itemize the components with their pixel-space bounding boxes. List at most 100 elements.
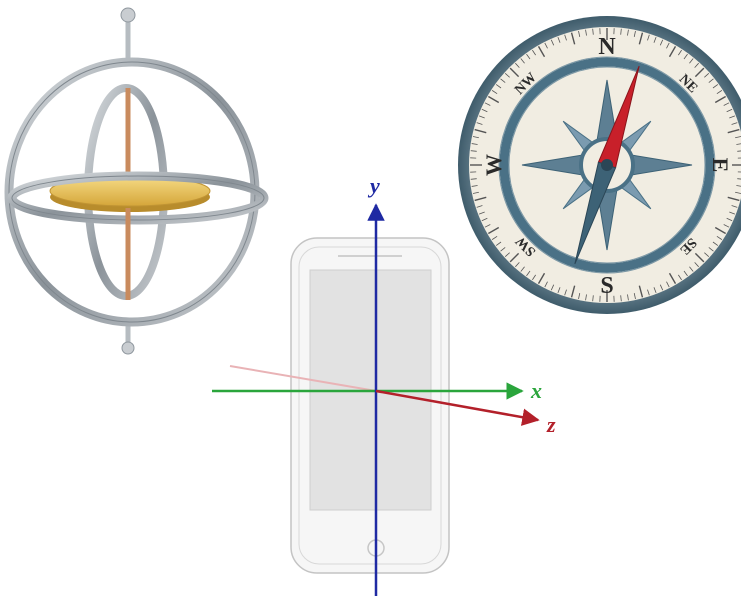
- compass-tick: [653, 36, 657, 43]
- compass-tick: [727, 128, 740, 134]
- compass-tick: [723, 224, 730, 228]
- compass-tick: [653, 287, 657, 294]
- compass-tick: [488, 95, 500, 104]
- compass-tick: [683, 53, 688, 60]
- compass-tick: [564, 289, 567, 296]
- y-axis-label: y: [367, 173, 380, 198]
- compass-tick: [550, 39, 555, 46]
- compass-label-n: N: [598, 34, 616, 60]
- compass-label-w: W: [481, 154, 506, 176]
- compass-tick: [638, 285, 644, 298]
- compass-tick: [481, 217, 488, 222]
- compass-tick: [659, 39, 664, 46]
- compass-tick: [544, 281, 548, 288]
- compass-tick-marks: [470, 28, 741, 302]
- compass-tick: [471, 185, 478, 187]
- compass-tick: [476, 205, 483, 208]
- compass-tick: [500, 78, 506, 83]
- z-axis-negative: [229, 365, 377, 392]
- compass-tick: [694, 252, 705, 263]
- compass-tick: [557, 36, 561, 43]
- compass-tick: [544, 42, 548, 49]
- compass-tick: [478, 211, 485, 215]
- compass-tick: [578, 30, 581, 37]
- compass-tick: [495, 84, 502, 89]
- compass-tick: [472, 191, 479, 194]
- compass-tick: [735, 191, 741, 194]
- gyroscope-bottom-knob: [121, 341, 135, 355]
- compass-tick: [736, 185, 741, 187]
- compass-tick: [570, 285, 576, 298]
- compass-tick: [491, 236, 498, 240]
- compass-tick: [537, 272, 546, 284]
- z-axis-label: z: [546, 412, 556, 437]
- compass-tick: [704, 73, 710, 78]
- compass-tick: [520, 266, 525, 272]
- compass-tick: [731, 205, 738, 208]
- compass-tick: [488, 226, 500, 235]
- z-axis: [375, 389, 540, 426]
- compass-tick: [737, 178, 741, 180]
- compass-tick: [683, 270, 688, 277]
- compass-tick: [537, 46, 546, 58]
- compass-tick: [708, 247, 714, 252]
- compass-tick: [633, 293, 636, 300]
- compass-tick: [509, 67, 520, 78]
- compass-tick: [500, 247, 506, 252]
- compass-tick: [557, 287, 561, 294]
- compass-tick: [726, 217, 733, 222]
- compass-tick: [474, 128, 487, 134]
- compass-tick: [481, 108, 488, 113]
- compass-tick: [592, 28, 594, 35]
- compass-tick: [647, 34, 650, 41]
- compass-tick: [694, 67, 705, 78]
- compass-tick: [495, 241, 502, 246]
- compass-tick: [633, 30, 636, 37]
- compass-tick: [668, 46, 677, 58]
- compass-tick: [726, 108, 733, 113]
- gyroscope-top-knob: [120, 7, 136, 23]
- x-axis-label: x: [530, 378, 542, 403]
- compass-tick: [550, 284, 555, 291]
- compass-tick: [478, 115, 485, 119]
- compass-tick: [532, 49, 536, 56]
- compass-tick: [647, 289, 650, 296]
- compass-tick: [509, 252, 520, 263]
- compass-tick: [476, 122, 483, 125]
- compass-tick: [484, 102, 491, 106]
- compass-tick: [689, 58, 694, 64]
- compass-tick: [638, 32, 644, 45]
- compass-needle: [574, 65, 640, 265]
- compass-tick: [515, 62, 520, 68]
- compass-tick: [694, 62, 699, 68]
- compass-tick: [472, 136, 479, 139]
- compass-tick: [736, 143, 741, 145]
- compass-tick: [708, 78, 714, 83]
- compass-tick: [585, 294, 587, 301]
- phone-outline: [290, 237, 450, 574]
- compass-illustration: N S E W NE SE SW NW: [458, 16, 741, 314]
- compass-tick: [735, 136, 741, 139]
- compass-tick: [668, 272, 677, 284]
- compass-tick: [694, 262, 699, 268]
- compass-label-e: E: [708, 158, 733, 173]
- compass-tick: [504, 73, 510, 78]
- compass-tick: [470, 178, 477, 180]
- compass-tick: [484, 224, 491, 228]
- compass-tick: [729, 211, 736, 215]
- compass-inner-ring: [499, 57, 715, 273]
- compass-tick: [627, 294, 629, 301]
- compass-tick: [659, 284, 664, 291]
- compass-tick: [564, 34, 567, 41]
- compass-tick: [592, 295, 594, 302]
- compass-tick: [689, 266, 694, 272]
- coordinate-axes: y x z: [212, 173, 556, 596]
- compass-tick: [620, 295, 622, 302]
- compass-tick: [526, 270, 531, 277]
- compass-tick: [716, 90, 723, 94]
- compass-tick: [712, 241, 719, 246]
- compass-tick: [729, 115, 736, 119]
- compass-tick: [570, 32, 576, 45]
- compass-tick: [515, 262, 520, 268]
